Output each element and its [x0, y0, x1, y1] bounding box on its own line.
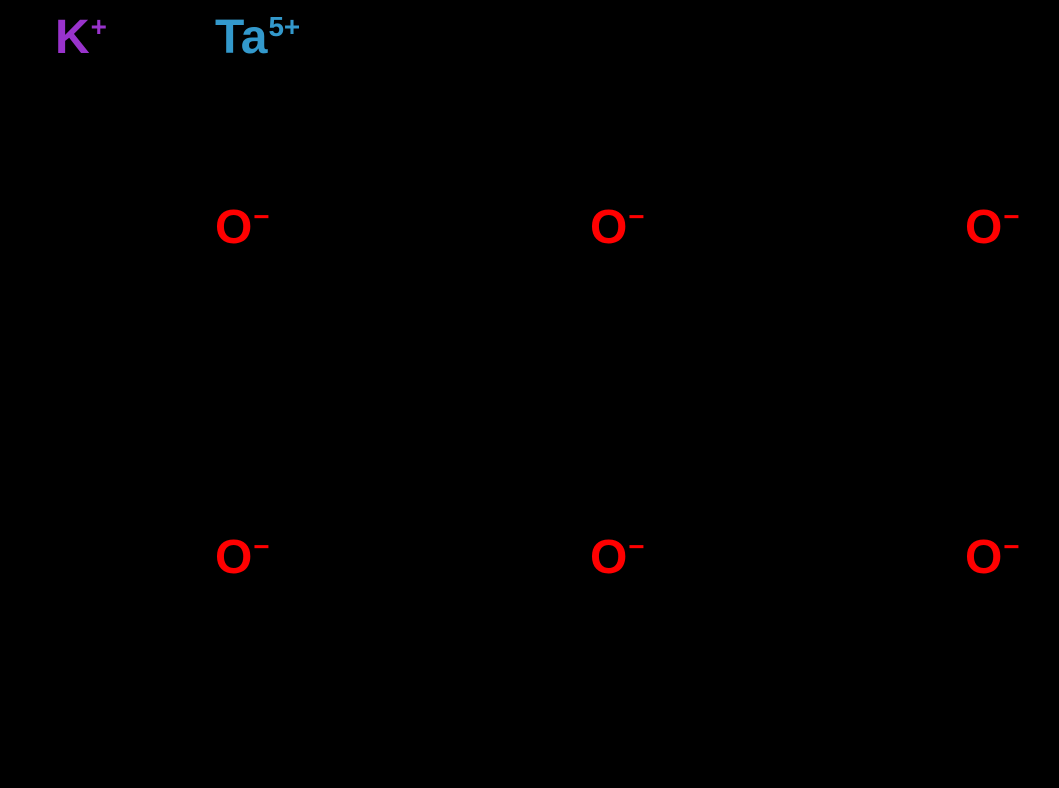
ion-charge: 5+: [268, 11, 300, 43]
ion-symbol: O: [215, 530, 252, 585]
ion-charge: −: [253, 531, 269, 563]
ion-charge: −: [1003, 531, 1019, 563]
potassium-cation: K+: [55, 10, 107, 65]
ion-symbol: K: [55, 10, 90, 65]
ion-charge: −: [253, 201, 269, 233]
tantalum-cation: Ta5+: [215, 10, 300, 65]
oxide-anion: O−: [590, 200, 645, 255]
oxide-anion: O−: [590, 530, 645, 585]
ion-charge: −: [628, 201, 644, 233]
ion-symbol: Ta: [215, 10, 267, 65]
oxide-anion: O−: [215, 200, 270, 255]
ion-symbol: O: [965, 530, 1002, 585]
ion-symbol: O: [590, 200, 627, 255]
oxide-anion: O−: [965, 200, 1020, 255]
oxide-anion: O−: [215, 530, 270, 585]
ion-symbol: O: [590, 530, 627, 585]
ion-charge: −: [1003, 201, 1019, 233]
ion-charge: −: [628, 531, 644, 563]
ion-symbol: O: [215, 200, 252, 255]
oxide-anion: O−: [965, 530, 1020, 585]
ion-symbol: O: [965, 200, 1002, 255]
ion-charge: +: [91, 11, 107, 43]
